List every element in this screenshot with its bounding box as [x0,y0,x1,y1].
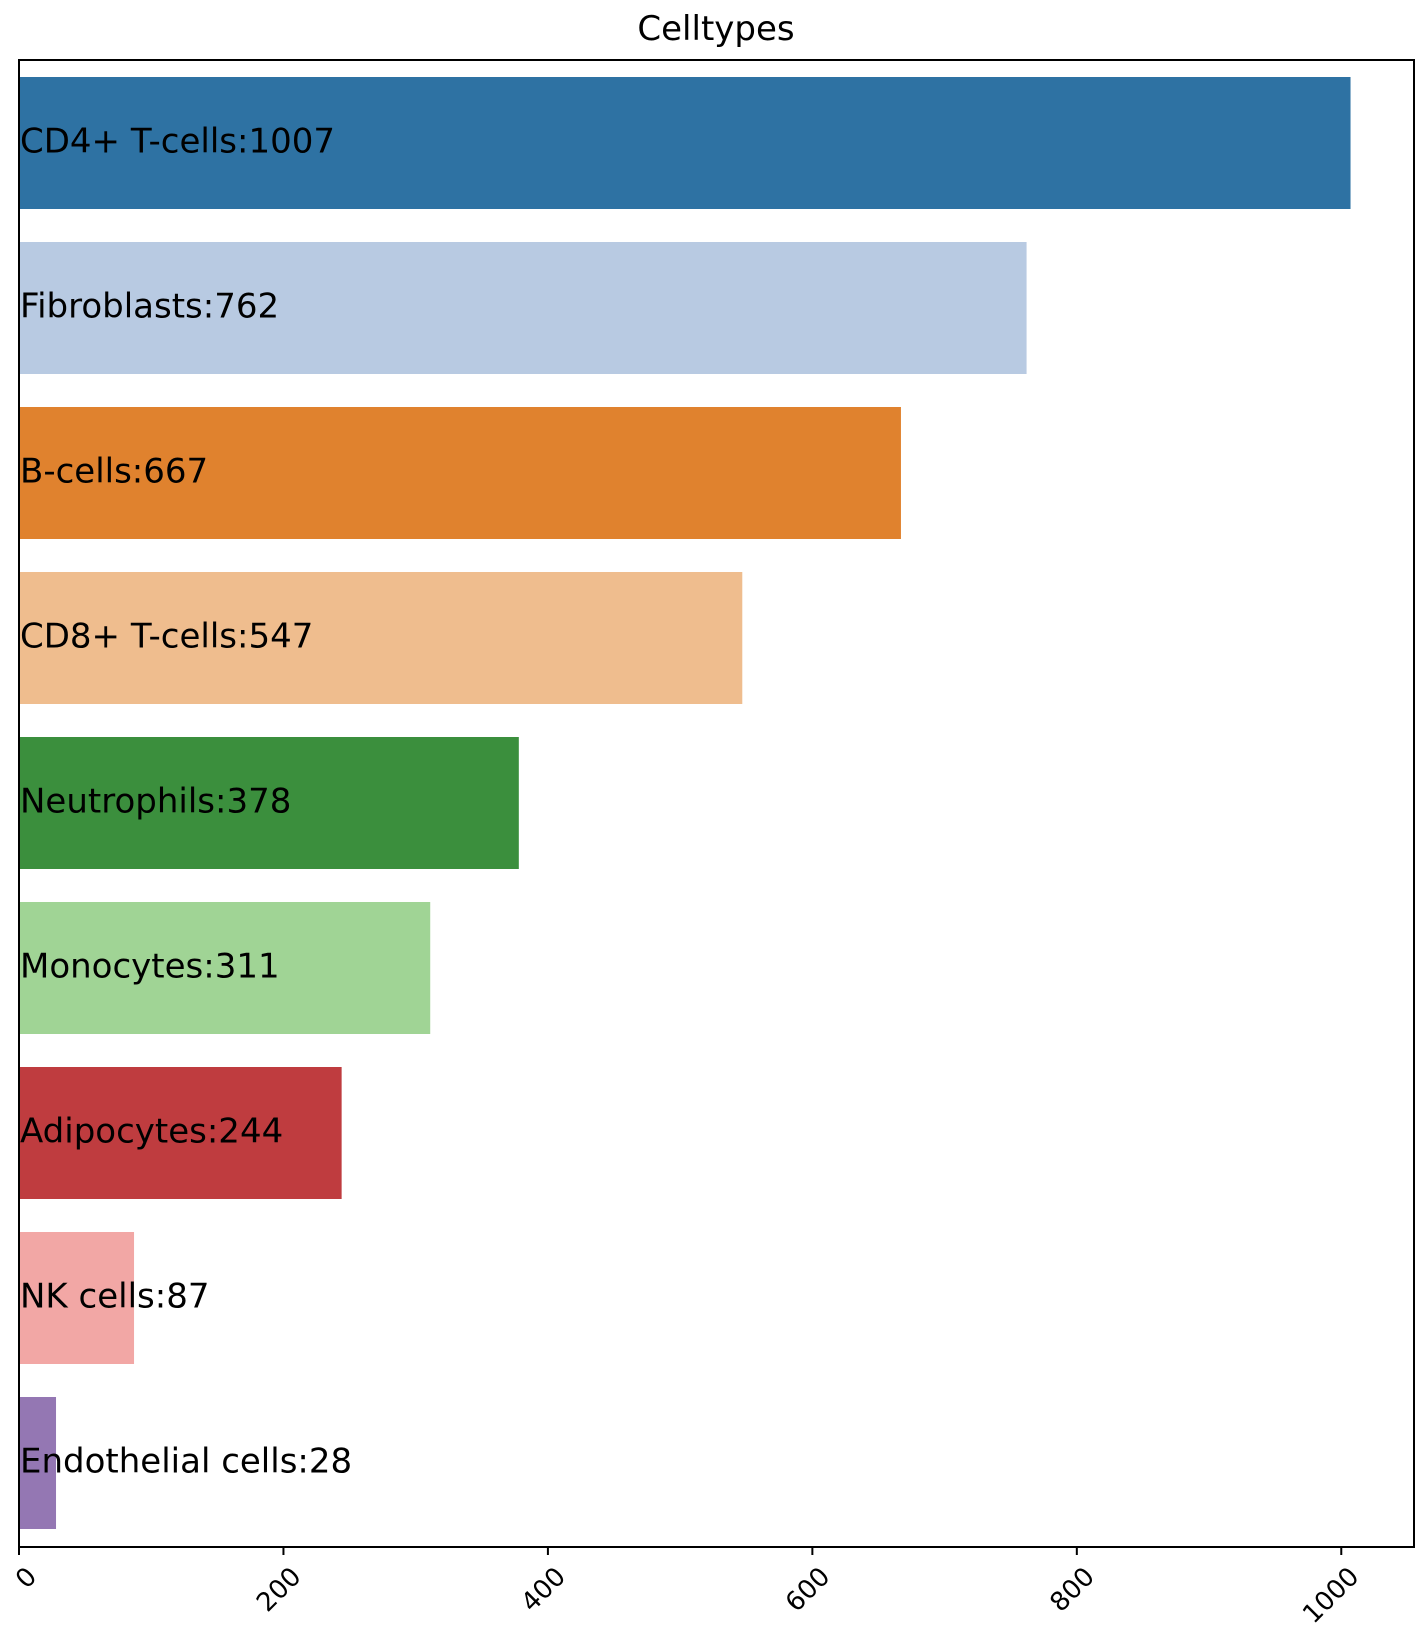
bar-monocytes [19,902,431,1034]
bar-label: CD4+ T-cells:1007 [20,122,335,162]
bar-cd8-t-cells [19,572,743,704]
x-tick-label: 1000 [1297,1562,1365,1630]
x-axis-ticks: 0 200 400 600 800 1000 [10,1547,1365,1630]
bar-endothelial-cells [19,1397,57,1529]
bar-cd4-t-cells [19,77,1351,209]
bar-label: Endothelial cells:28 [20,1442,352,1482]
bar-label: Adipocytes:244 [20,1112,283,1152]
x-tick-label: 400 [516,1562,572,1618]
x-tick-label: 600 [780,1562,836,1618]
bar-label: Fibroblasts:762 [20,287,279,327]
x-tick-label: 800 [1044,1562,1100,1618]
bar-labels-layer: CD4+ T-cells:1007 Fibroblasts:762 B-cells:… [20,122,352,1482]
bar-label: CD8+ T-cells:547 [20,617,313,657]
bar-b-cells [19,407,901,539]
chart-title: Celltypes [637,9,794,49]
x-tick-label: 200 [251,1562,307,1618]
x-tick-label: 0 [10,1562,43,1595]
bar-fibroblasts [19,242,1027,374]
bar-adipocytes [19,1067,342,1199]
bar-neutrophils [19,737,519,869]
bar-label: B-cells:667 [20,452,208,492]
bar-label: Monocytes:311 [20,947,280,987]
bar-label: Neutrophils:378 [20,782,291,822]
bars-layer [19,77,1351,1529]
bar-nk-cells [19,1232,135,1364]
bar-label: NK cells:87 [20,1277,209,1317]
axes-frame [18,59,1415,1548]
